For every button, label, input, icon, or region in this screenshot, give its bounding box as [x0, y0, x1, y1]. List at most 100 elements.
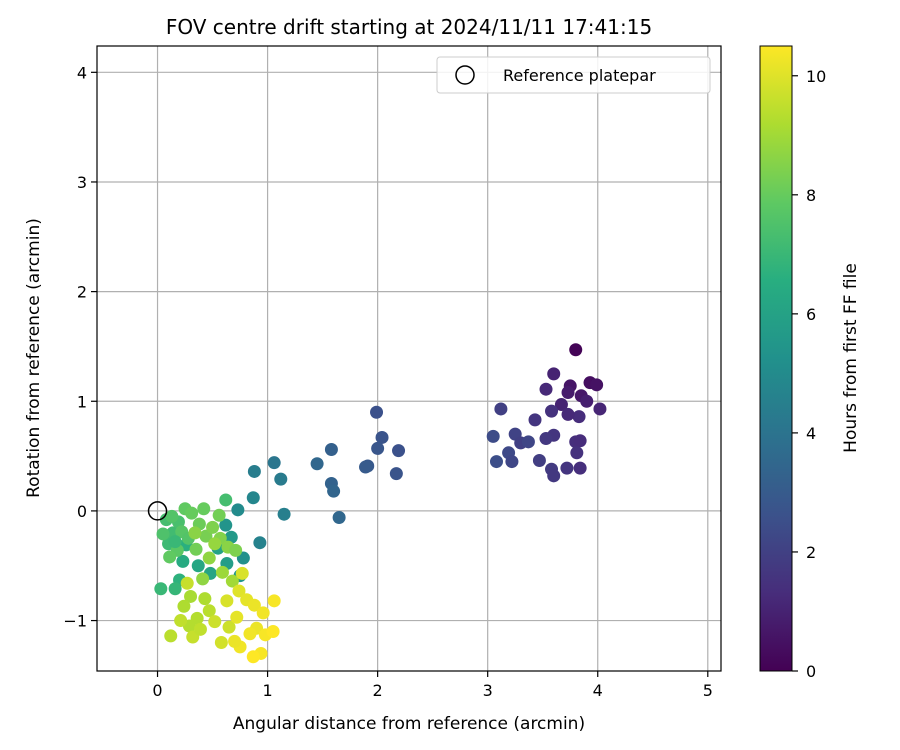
data-point: [545, 404, 559, 418]
data-point: [580, 394, 594, 408]
data-point: [539, 432, 553, 446]
data-point: [573, 461, 587, 475]
data-point: [230, 610, 244, 624]
data-point: [212, 508, 226, 522]
y-tick-label: 2: [77, 283, 87, 302]
data-point: [389, 467, 403, 481]
reference-platepar-marker: [147, 501, 168, 521]
data-point: [547, 367, 561, 381]
grid: [97, 46, 721, 671]
data-point: [274, 472, 288, 486]
data-point: [486, 429, 500, 443]
data-point: [539, 382, 553, 396]
data-point: [554, 398, 568, 412]
data-point: [532, 453, 546, 467]
x-tick-label: 4: [593, 681, 603, 700]
data-point: [202, 604, 216, 618]
y-tick-label: 1: [77, 392, 87, 411]
data-point: [310, 457, 324, 471]
y-tick-label: 0: [77, 502, 87, 521]
data-point: [573, 434, 587, 448]
data-point: [191, 559, 205, 573]
legend-box: [436, 56, 711, 94]
data-point: [489, 455, 503, 469]
data-point: [246, 491, 260, 505]
colorbar-label: Hours from first FF file: [841, 263, 861, 453]
data-point: [185, 506, 199, 520]
data-point: [256, 606, 270, 620]
legend-label: Reference platepar: [503, 66, 656, 85]
data-point: [219, 493, 233, 507]
data-point: [267, 456, 281, 470]
colorbar-tick-label: 2: [806, 543, 816, 562]
data-point: [246, 650, 260, 664]
data-point: [231, 503, 245, 517]
data-point: [206, 520, 220, 534]
y-axis-label: Rotation from reference (arcmin): [24, 218, 44, 498]
data-point: [569, 343, 583, 357]
data-point: [196, 572, 210, 586]
data-point: [193, 622, 207, 636]
data-point: [163, 550, 177, 564]
data-point: [521, 435, 535, 449]
data-point: [243, 627, 257, 641]
x-axis-ticks: 0 1 2 3 4 5: [152, 671, 713, 700]
data-point: [174, 614, 188, 628]
data-point: [177, 599, 191, 613]
data-point: [222, 620, 236, 634]
x-tick-label: 5: [703, 681, 713, 700]
data-point: [253, 536, 267, 550]
data-point: [224, 530, 238, 544]
chart-title: FOV centre drift starting at 2024/11/11 …: [166, 15, 652, 39]
data-point: [561, 385, 575, 399]
data-point: [208, 615, 222, 629]
data-point: [165, 509, 179, 523]
data-point: [593, 402, 607, 416]
data-point: [547, 469, 561, 483]
colorbar-tick-label: 6: [806, 305, 816, 324]
data-point: [188, 526, 202, 540]
y-tick-label: −1: [63, 612, 87, 631]
plot-frame: [96, 45, 722, 672]
data-point: [214, 635, 228, 649]
data-point: [572, 410, 586, 424]
colorbar-tick-label: 8: [806, 186, 816, 205]
data-point: [570, 446, 584, 460]
data-point: [375, 430, 389, 444]
data-point: [232, 584, 246, 598]
colorbar-tick-label: 4: [806, 424, 816, 443]
data-point: [528, 413, 542, 427]
data-point: [176, 554, 190, 568]
x-tick-label: 1: [262, 681, 272, 700]
y-tick-label: 4: [77, 63, 87, 82]
data-point: [505, 455, 519, 469]
data-point: [392, 444, 406, 458]
data-point: [225, 574, 239, 588]
colorbar-tick-label: 10: [806, 67, 826, 86]
data-point: [168, 582, 182, 596]
colorbar-gradient: [759, 45, 793, 672]
data-point: [247, 598, 261, 612]
colorbar-tick-label: 0: [806, 662, 816, 681]
data-point: [202, 551, 216, 565]
data-point: [168, 535, 182, 549]
data-point: [370, 405, 384, 419]
data-point: [267, 594, 281, 608]
data-point: [266, 625, 280, 639]
data-point: [228, 634, 242, 648]
data-point: [189, 542, 203, 556]
data-point: [332, 510, 346, 524]
data-point: [324, 443, 338, 457]
x-axis-label: Angular distance from reference (arcmin): [233, 714, 585, 734]
data-point: [164, 629, 178, 643]
y-tick-label: 3: [77, 173, 87, 192]
data-point: [590, 378, 604, 392]
data-points: [154, 343, 607, 664]
data-point: [494, 402, 508, 416]
data-point: [156, 527, 170, 541]
data-point: [154, 582, 168, 596]
data-point: [180, 576, 194, 590]
x-tick-label: 2: [373, 681, 383, 700]
data-point: [197, 502, 211, 516]
data-point: [229, 543, 243, 557]
